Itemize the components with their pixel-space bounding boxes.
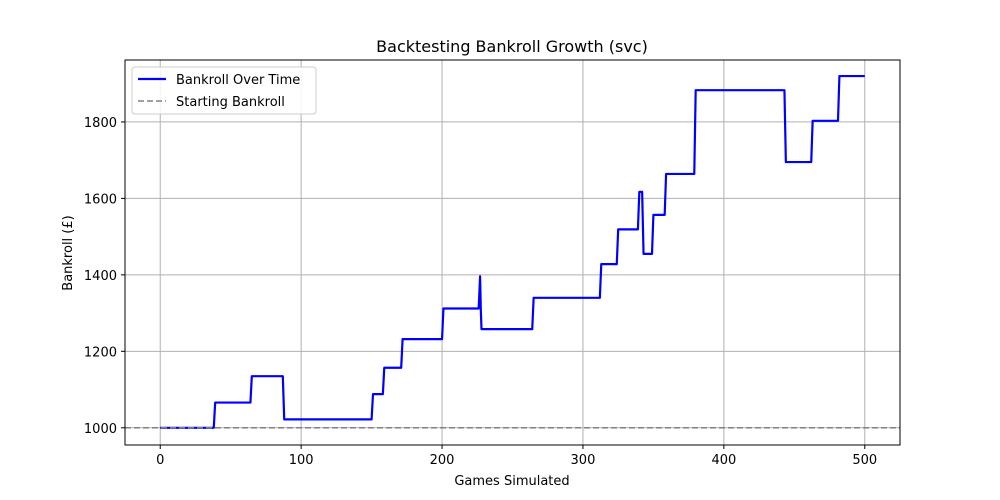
- series-line-bankroll: [160, 74, 865, 429]
- y-tick-label: 1000: [84, 422, 117, 437]
- x-tick-label: 400: [711, 453, 736, 468]
- legend: Bankroll Over Time Starting Bankroll: [131, 66, 317, 115]
- x-tick-label: 300: [571, 453, 596, 468]
- plot-frame: [124, 59, 901, 446]
- y-tick-label: 1200: [84, 345, 117, 360]
- legend-label: Starting Bankroll: [176, 95, 285, 110]
- x-tick-label: 0: [156, 453, 164, 468]
- x-axis-label: Games Simulated: [454, 474, 569, 489]
- x-tick-label: 500: [852, 453, 877, 468]
- series-layer: [125, 74, 900, 429]
- legend-label: Bankroll Over Time: [176, 73, 300, 88]
- y-axis-label: Bankroll (£): [61, 215, 76, 290]
- ticks: 0 100 200 300 400 500 1000 1200 1400 1600 1800: [84, 116, 877, 468]
- chart-title: Backtesting Bankroll Growth (svc): [376, 37, 648, 56]
- x-tick-label: 100: [289, 453, 314, 468]
- legend-box: [131, 66, 317, 115]
- grid: [125, 60, 900, 445]
- x-tick-label: 200: [430, 453, 455, 468]
- y-tick-label: 1400: [84, 269, 117, 284]
- y-tick-label: 1600: [84, 192, 117, 207]
- y-tick-label: 1800: [84, 116, 117, 131]
